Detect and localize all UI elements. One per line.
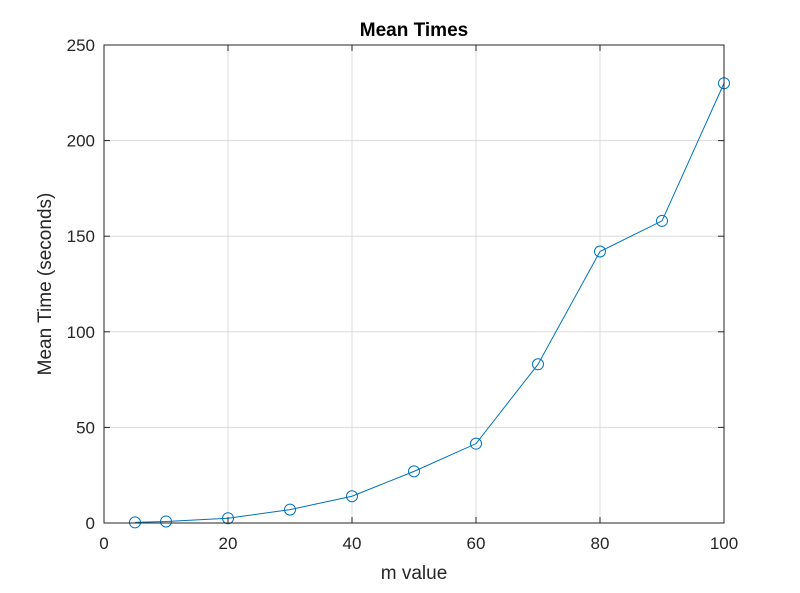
series-line	[134, 83, 725, 523]
y-tick-label: 0	[86, 514, 95, 533]
x-tick-label: 60	[467, 534, 486, 553]
y-tick-label: 250	[67, 36, 95, 55]
y-axis-label: Mean Time (seconds)	[35, 193, 56, 376]
x-axis-label: m value	[381, 563, 448, 584]
y-tick-label: 150	[67, 227, 95, 246]
x-tick-label: 40	[343, 534, 362, 553]
data-point	[532, 358, 544, 371]
axis-ticks: 0 20 40 60 80 100 0 50 100 150 200 250	[67, 36, 739, 553]
data-point	[408, 465, 420, 478]
chart-title: Mean Times	[360, 20, 468, 41]
x-tick-label: 0	[99, 534, 108, 553]
grid-lines	[103, 44, 725, 524]
data-point	[656, 214, 668, 227]
data-point	[222, 512, 234, 525]
axes-box	[103, 44, 725, 524]
x-tick-label: 80	[591, 534, 610, 553]
data-point	[470, 437, 482, 450]
data-point	[346, 490, 358, 503]
y-tick-label: 50	[76, 418, 95, 437]
data-point	[160, 515, 172, 528]
x-tick-label: 100	[710, 534, 738, 553]
data-point	[284, 503, 296, 516]
x-tick-label: 20	[219, 534, 238, 553]
data-point	[594, 245, 606, 258]
data-point	[129, 516, 141, 529]
plot-area	[104, 45, 724, 523]
y-tick-label: 100	[67, 323, 95, 342]
y-tick-label: 200	[67, 132, 95, 151]
